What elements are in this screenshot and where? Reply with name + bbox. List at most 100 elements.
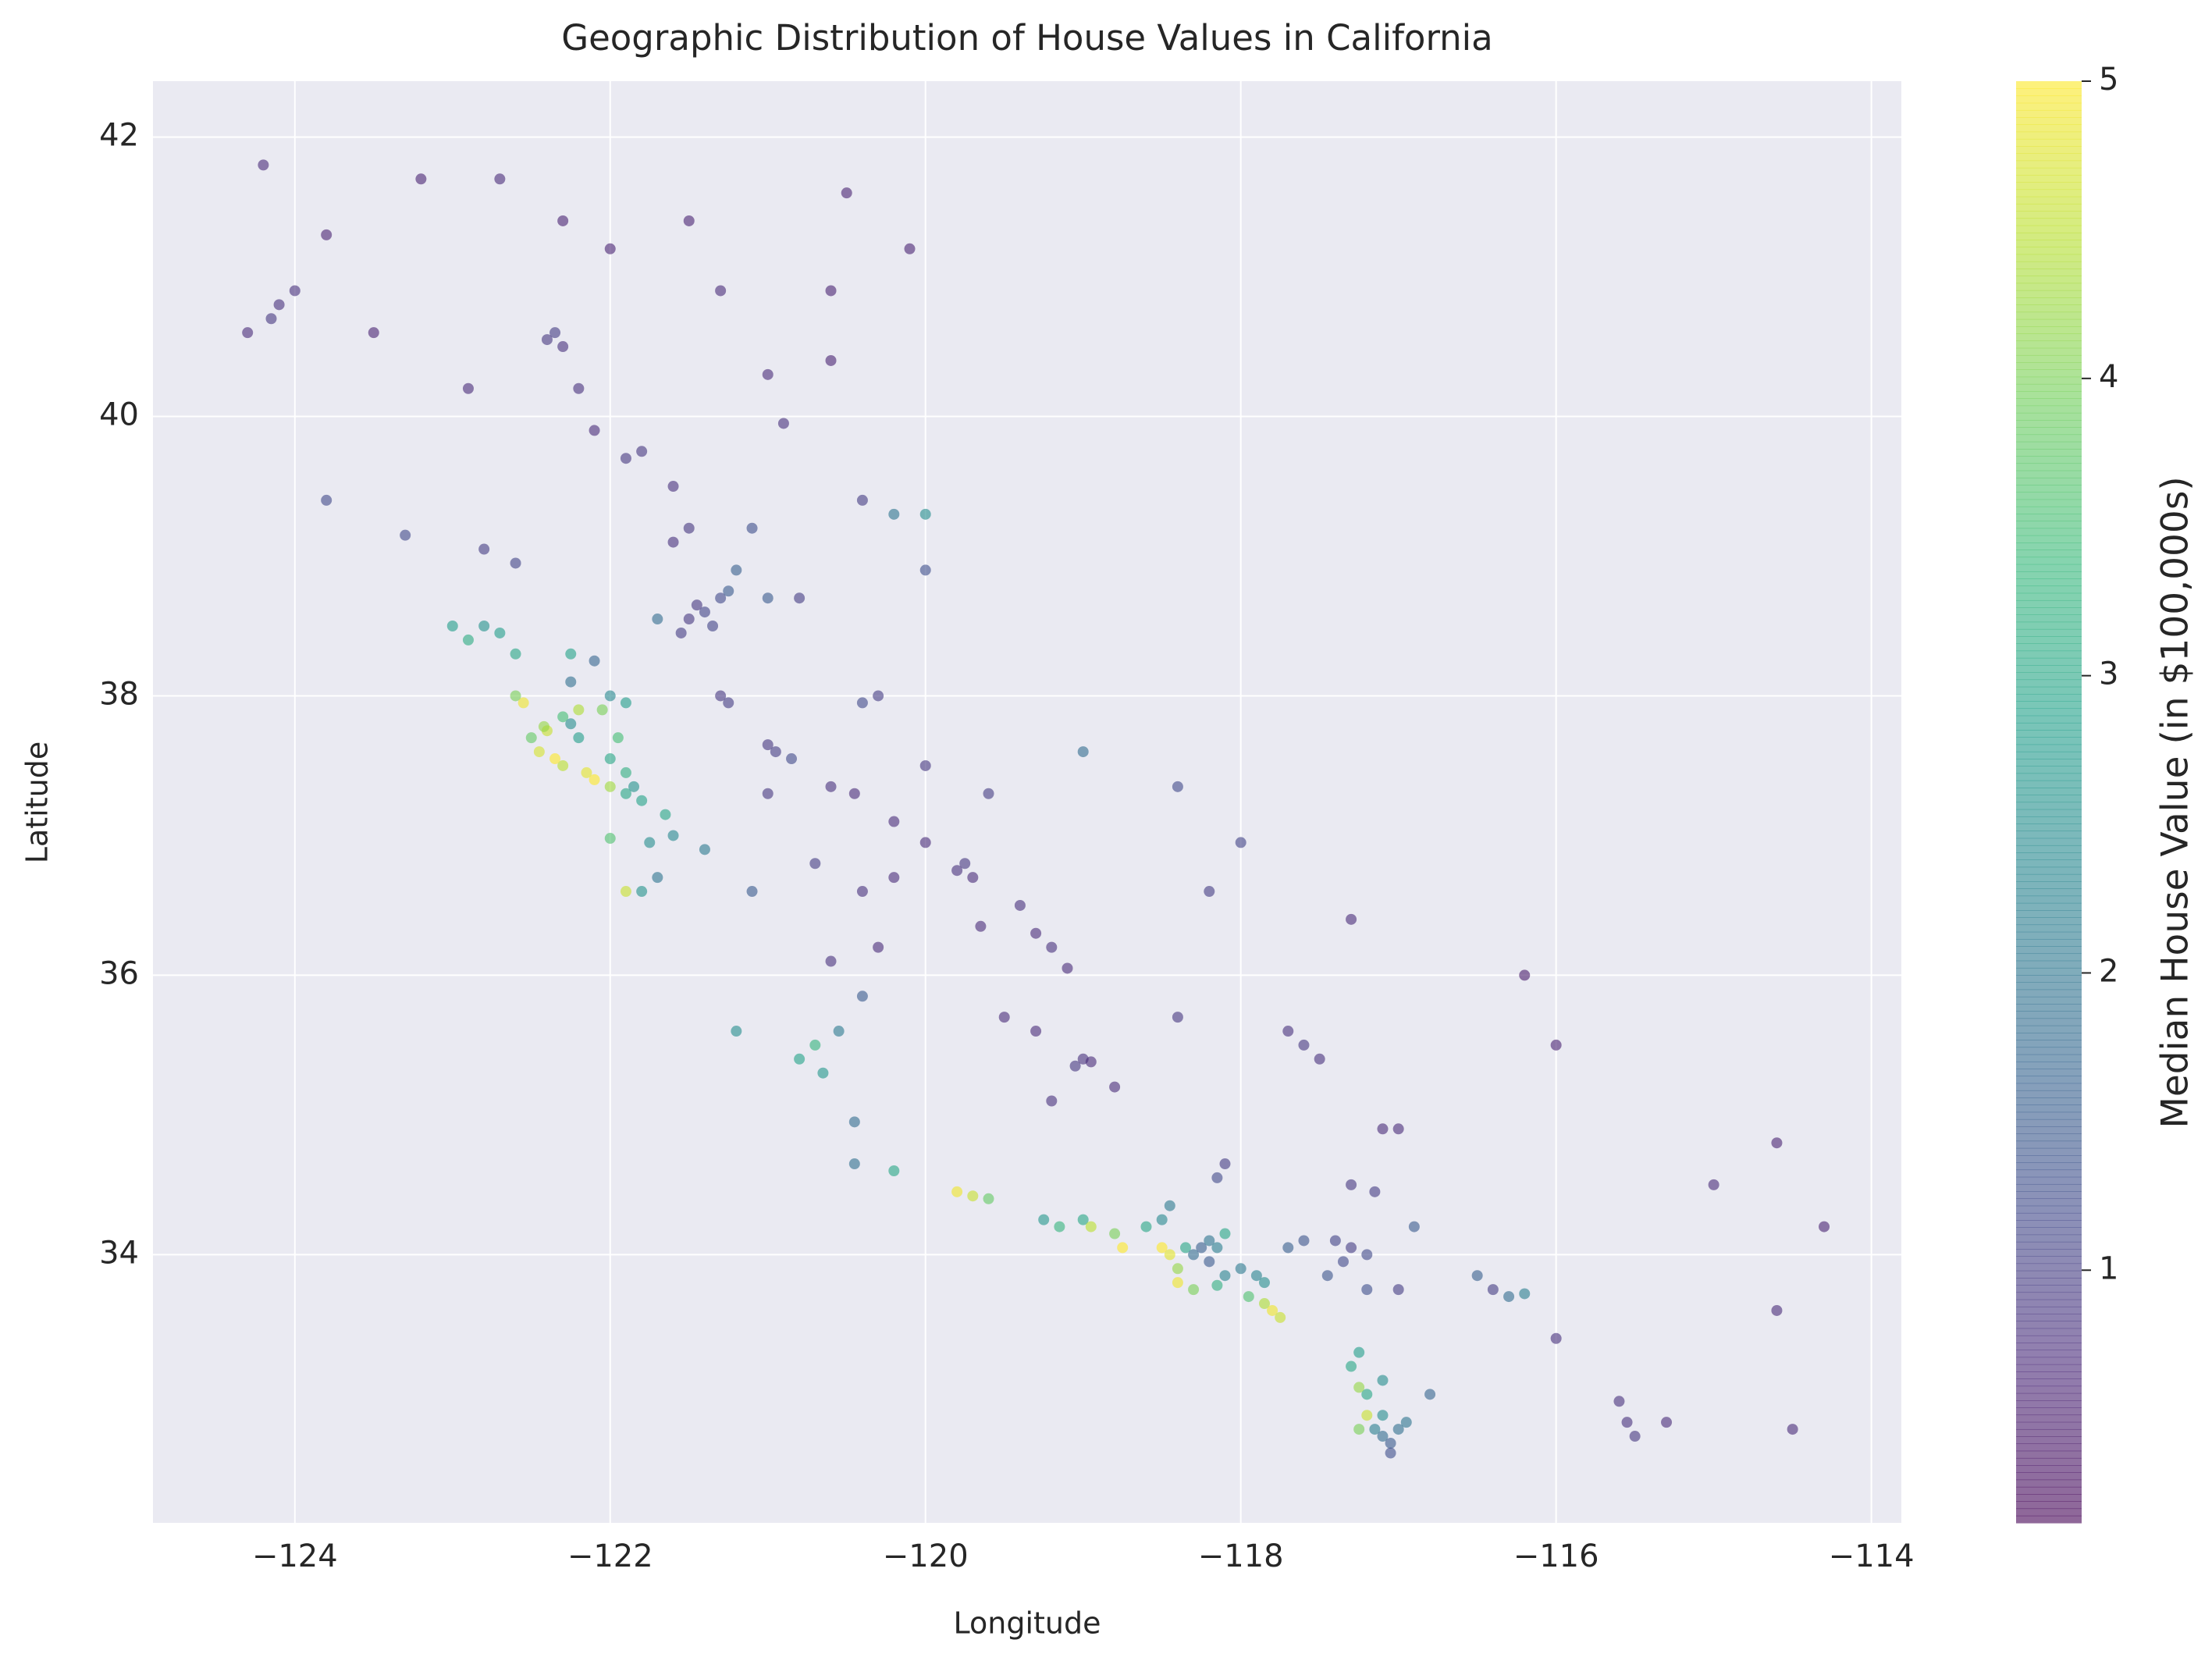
colorbar-segment [2016,1486,2082,1495]
colorbar-segment [2016,88,2082,97]
colorbar-segment [2016,1205,2082,1214]
point [1211,1279,1223,1291]
colorbar-segment [2016,650,2082,659]
point [786,753,798,765]
point [478,543,490,555]
colorbar-tick-label: 5 [2099,62,2118,98]
colorbar-segment [2016,146,2082,154]
point [1519,1288,1531,1300]
point [652,872,663,884]
point [620,453,631,464]
point [1337,1256,1349,1268]
point [1424,1389,1436,1400]
point [683,522,695,534]
point [746,522,758,534]
colorbar-segment [2016,823,2082,832]
point [565,718,577,730]
colorbar-segment [2016,232,2082,240]
point [841,187,852,199]
point [510,648,521,660]
colorbar-segment [2016,1198,2082,1207]
point [1046,941,1058,953]
colorbar-segment [2016,816,2082,824]
chart-title: Geographic Distribution of House Values … [561,17,1493,59]
colorbar-segment [2016,910,2082,918]
colorbar-segment [2016,1011,2082,1019]
point [321,494,333,506]
y-axis-label: Latitude [20,742,55,863]
plot-area [153,81,1901,1523]
y-tick-label: 38 [99,676,139,712]
colorbar-segment [2016,550,2082,558]
colorbar-segment [2016,708,2082,717]
colorbar-segment [2016,1392,2082,1401]
point [1172,781,1183,792]
colorbar-segment [2016,895,2082,904]
point [1487,1284,1499,1296]
point [557,711,569,723]
point [809,1039,821,1051]
point [1164,1200,1175,1211]
point [1298,1235,1310,1247]
point [998,1012,1010,1023]
point [675,627,687,638]
colorbar-segment [2016,859,2082,868]
point [848,1116,860,1128]
colorbar-segment [2016,636,2082,644]
colorbar-segment [2016,448,2082,457]
y-tick-label: 40 [99,397,139,433]
point [1140,1221,1152,1232]
colorbar-segment [2016,189,2082,197]
colorbar-segment [2016,203,2082,212]
colorbar-segment [2016,1111,2082,1120]
colorbar-segment [2016,333,2082,342]
point [1085,1221,1097,1232]
colorbar-segment [2016,1061,2082,1069]
colorbar-segment [2016,621,2082,630]
point [1014,899,1026,911]
point [1392,1284,1404,1296]
point [904,243,916,254]
point [1250,1270,1262,1282]
point [1329,1235,1341,1247]
point [644,837,656,848]
colorbar-segment [2016,405,2082,414]
colorbar-segment [2016,788,2082,795]
point [1219,1228,1231,1240]
point [1819,1221,1830,1232]
colorbar-segment [2016,780,2082,788]
point [1069,1060,1081,1072]
colorbar-segment [2016,1350,2082,1358]
colorbar-segment [2016,1357,2082,1365]
point [1708,1179,1719,1190]
colorbar-segment [2016,960,2082,969]
colorbar-segment [2016,218,2082,226]
point [959,858,971,870]
colorbar-segment [2016,744,2082,752]
point [667,830,679,841]
colorbar-segment [2016,506,2082,514]
point [856,886,868,898]
point [1054,1221,1065,1232]
colorbar-segment [2016,369,2082,378]
point [919,564,931,576]
point [258,159,269,171]
point [873,941,884,953]
y-tick-label: 42 [99,118,139,154]
colorbar-segment [2016,996,2082,1005]
colorbar-segment [2016,412,2082,421]
colorbar-segment [2016,182,2082,190]
point [1179,1242,1191,1254]
point [549,753,561,765]
colorbar-segment [2016,1241,2082,1250]
colorbar-segment [2016,434,2082,443]
colorbar-segment [2016,1033,2082,1040]
colorbar-segment [2016,153,2082,162]
colorbar-segment [2016,167,2082,176]
point [967,1190,979,1202]
colorbar-segment [2016,1018,2082,1026]
colorbar-segment [2016,347,2082,356]
point [967,872,979,884]
